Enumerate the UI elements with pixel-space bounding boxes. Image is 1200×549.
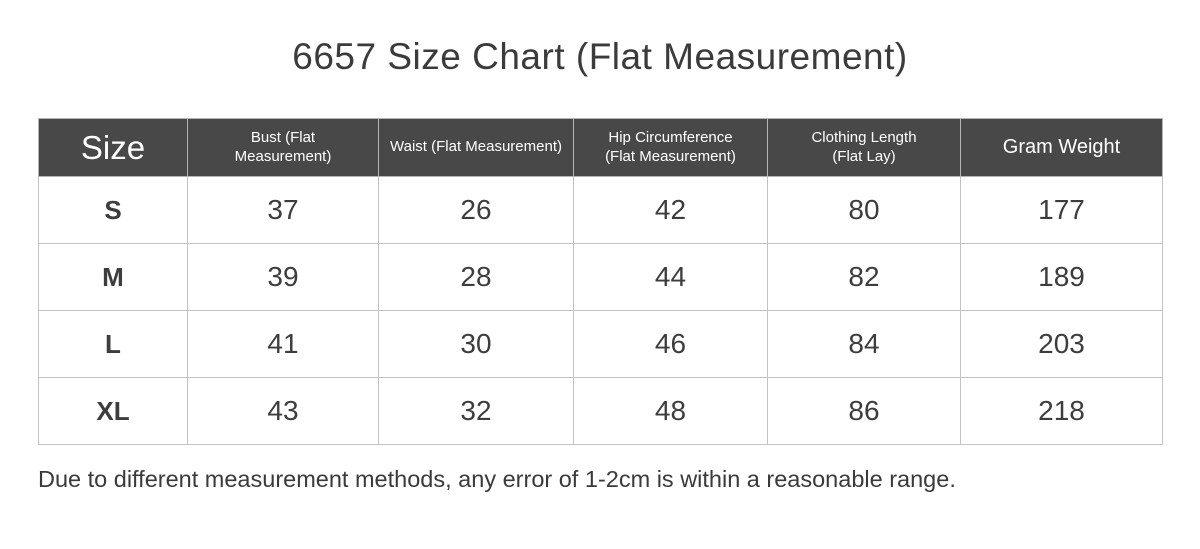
cell-gram-weight: 177	[960, 176, 1163, 244]
table-row-l: L 41 30 46 84 203	[38, 310, 1163, 378]
cell-bust: 41	[187, 310, 379, 378]
page-title: 6657 Size Chart (Flat Measurement)	[292, 36, 908, 77]
cell-gram-weight: 203	[960, 310, 1163, 378]
cell-bust: 43	[187, 377, 379, 445]
header-waist: Waist (Flat Measurement)	[378, 118, 574, 177]
table-header: Size Bust (Flat Measurement) Waist (Flat…	[38, 118, 1163, 177]
cell-hip: 48	[573, 377, 768, 445]
cell-hip: 46	[573, 310, 768, 378]
cell-size: L	[38, 310, 188, 378]
cell-waist: 32	[378, 377, 574, 445]
cell-clothing-length: 86	[767, 377, 961, 445]
cell-size: M	[38, 243, 188, 311]
cell-clothing-length: 80	[767, 176, 961, 244]
header-bust: Bust (Flat Measurement)	[187, 118, 379, 177]
measurement-disclaimer: Due to different measurement methods, an…	[38, 466, 956, 492]
table-body: S 37 26 42 80 177 M 39 28 44 82 189 L 41…	[38, 176, 1163, 445]
header-gram-weight: Gram Weight	[960, 118, 1163, 177]
header-hip: Hip Circumference (Flat Measurement)	[573, 118, 768, 177]
cell-bust: 37	[187, 176, 379, 244]
cell-hip: 44	[573, 243, 768, 311]
cell-size: XL	[38, 377, 188, 445]
cell-waist: 30	[378, 310, 574, 378]
cell-gram-weight: 218	[960, 377, 1163, 445]
cell-bust: 39	[187, 243, 379, 311]
table-row-m: M 39 28 44 82 189	[38, 243, 1163, 311]
cell-size: S	[38, 176, 188, 244]
header-row: Size Bust (Flat Measurement) Waist (Flat…	[38, 118, 1163, 177]
size-chart-table: Size Bust (Flat Measurement) Waist (Flat…	[38, 118, 1163, 445]
header-clothing-length: Clothing Length (Flat Lay)	[767, 118, 961, 177]
cell-hip: 42	[573, 176, 768, 244]
cell-clothing-length: 84	[767, 310, 961, 378]
cell-waist: 28	[378, 243, 574, 311]
table-row-xl: XL 43 32 48 86 218	[38, 377, 1163, 445]
cell-waist: 26	[378, 176, 574, 244]
cell-clothing-length: 82	[767, 243, 961, 311]
header-size: Size	[38, 118, 188, 177]
table-row-s: S 37 26 42 80 177	[38, 176, 1163, 244]
cell-gram-weight: 189	[960, 243, 1163, 311]
